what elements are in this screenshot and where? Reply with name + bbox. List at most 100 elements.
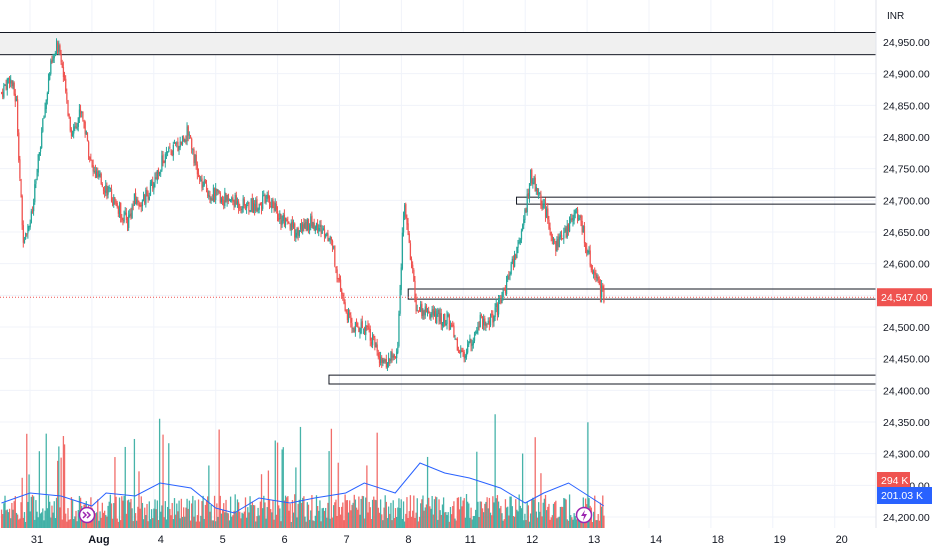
candle-body — [2, 91, 4, 97]
candle-body — [408, 233, 410, 243]
volume-bar — [405, 513, 407, 528]
candle-body — [146, 189, 148, 196]
volume-bar — [371, 499, 374, 528]
volume-bar — [558, 516, 560, 528]
candle-body — [554, 238, 556, 240]
candle-body — [311, 215, 313, 228]
candle-body — [477, 326, 479, 330]
volume-bar — [249, 496, 251, 528]
candle-body — [100, 173, 102, 184]
volume-bar — [36, 511, 38, 528]
volume-bar — [399, 508, 401, 528]
candle-body — [407, 223, 409, 235]
price-tick-label: 24,450.00 — [883, 354, 930, 366]
volume-bar — [74, 516, 76, 528]
candle-body — [416, 310, 418, 312]
volume-bar — [255, 521, 257, 528]
volume-bar — [24, 521, 27, 528]
candle-body — [439, 313, 441, 322]
volume-bar — [291, 500, 294, 528]
last-price-label: 24,547.00 — [881, 292, 928, 304]
volume-bar — [475, 509, 477, 528]
candle-body — [517, 242, 519, 248]
candle-body — [243, 199, 245, 206]
volume-bar — [136, 520, 138, 528]
candle-body — [126, 220, 129, 228]
candle-body — [561, 234, 563, 238]
candle-body — [193, 149, 195, 163]
volume-bar — [599, 502, 602, 528]
volume-bar — [208, 465, 210, 528]
volume-bar — [437, 519, 439, 528]
volume-bar — [21, 477, 23, 528]
candle-body — [373, 335, 375, 338]
candle-body — [520, 230, 523, 240]
volume-bar — [118, 497, 121, 528]
volume-bar — [559, 506, 562, 528]
arrows-right-icon[interactable] — [78, 506, 96, 524]
candle-body — [296, 228, 298, 234]
candle-body — [471, 343, 473, 346]
volume-bar — [389, 513, 391, 528]
candle-body — [268, 197, 271, 206]
volume-ma — [1, 462, 605, 514]
candle-body — [114, 197, 116, 201]
volume-bar — [44, 510, 46, 528]
lightning-icon[interactable] — [575, 506, 593, 524]
volume-bar — [330, 428, 333, 528]
volume-bar — [386, 518, 389, 528]
volume-bar — [203, 518, 205, 528]
volume-bar — [278, 505, 280, 528]
candle-body — [68, 113, 70, 117]
volume-bar — [368, 501, 370, 528]
volume-bar — [144, 507, 146, 528]
volume-bar — [189, 520, 192, 528]
volume-bar — [292, 512, 295, 528]
volume-bar — [501, 513, 503, 528]
volume-bar — [77, 509, 79, 528]
candle-body — [209, 196, 211, 201]
candle-body — [41, 131, 43, 148]
volume-bar — [468, 503, 470, 528]
volume-bar — [342, 502, 344, 528]
candle-body — [370, 341, 373, 345]
volume-bar — [254, 505, 256, 528]
candle-body — [11, 80, 13, 86]
volume-bar — [37, 517, 39, 528]
volume-bar — [180, 498, 183, 528]
candle-body — [165, 152, 168, 154]
candle-body — [186, 126, 188, 142]
candle-body — [74, 126, 76, 128]
volume-bar — [216, 503, 218, 528]
candle-body — [167, 151, 169, 153]
volume-bar — [274, 440, 276, 528]
volume-bar — [128, 499, 130, 528]
volume-bar — [352, 502, 354, 528]
volume-bar — [573, 513, 575, 528]
volume-bar — [507, 506, 509, 528]
candle-body — [131, 206, 133, 219]
volume-bar — [149, 519, 152, 528]
volume-bar — [329, 518, 331, 528]
volume-bar — [520, 508, 523, 528]
volume-bar — [335, 499, 337, 528]
volume-bar — [237, 502, 240, 528]
candle-body — [116, 202, 118, 207]
candle-body — [547, 208, 549, 220]
volume-bar — [331, 517, 334, 528]
candle-body — [214, 188, 216, 201]
candle-body — [107, 187, 109, 195]
candle-body — [524, 209, 526, 221]
volume-bar — [183, 507, 185, 528]
volume-bar — [600, 506, 603, 528]
volume-bar — [158, 418, 161, 528]
candle-body — [599, 283, 602, 298]
candle-body — [185, 140, 187, 142]
volume-bar — [397, 507, 399, 528]
candle-body — [57, 42, 59, 53]
volume-bar — [416, 498, 418, 528]
volume-bar — [519, 505, 521, 528]
volume-bar — [434, 496, 437, 528]
